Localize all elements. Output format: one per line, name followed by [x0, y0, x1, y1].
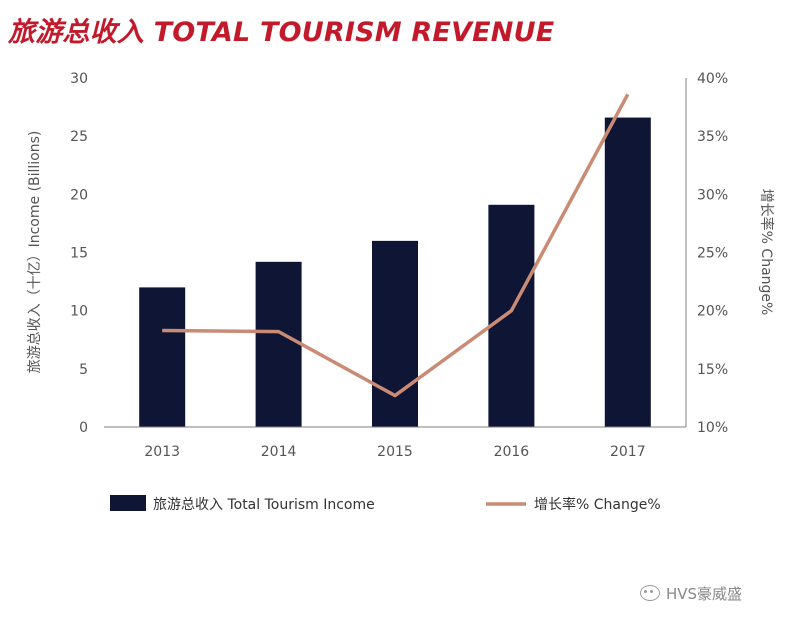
y2-tick-15%: 15% [697, 362, 728, 378]
y2-tick-35%: 35% [697, 129, 728, 145]
watermark: HVS豪威盛 [640, 580, 796, 606]
y2-axis-title: 增长率% Change% [758, 189, 775, 316]
bar-2013 [139, 287, 186, 427]
change-line [162, 93, 630, 398]
x-tick-2017: 2017 [610, 444, 646, 460]
bar-2015 [372, 240, 418, 427]
x-tick-2016: 2016 [494, 444, 530, 460]
y-tick-10: 10 [70, 304, 88, 320]
legend-label-change: 增长率% Change% [534, 496, 661, 513]
y2-tick-40%: 40% [697, 71, 728, 87]
bar-2014 [255, 261, 302, 427]
y-tick-labels: 0 5 10 15 20 25 30 [70, 71, 88, 436]
y2-tick-25%: 25% [697, 246, 728, 262]
y2-tick-30%: 30% [697, 187, 728, 203]
y2-tick-10%: 10% [697, 420, 728, 436]
bar-2016 [488, 204, 535, 427]
bar-group [139, 117, 651, 427]
y2-tick-20%: 20% [697, 304, 728, 320]
legend-label-income: 旅游总收入 Total Tourism Income [153, 497, 375, 513]
legend: 旅游总收入 Total Tourism Income 增长率% Change% [110, 495, 661, 513]
y-tick-20: 20 [70, 187, 88, 203]
x-tick-labels: 2013 2014 2015 2016 2017 [144, 444, 645, 460]
y2-tick-labels: 10% 15% 20% 25% 30% 35% 40% [697, 71, 728, 436]
watermark-text: HVS豪威盛 [666, 584, 743, 603]
y-axis-title: 旅游总收入（十亿）Income (Billions) [27, 131, 43, 374]
y-tick-5: 5 [79, 362, 88, 378]
bar-2017 [604, 117, 651, 427]
chart-title: 旅游总收入 TOTAL TOURISM REVENUE [8, 17, 555, 48]
y-tick-25: 25 [70, 129, 88, 145]
wechat-icon [640, 585, 660, 601]
x-tick-2013: 2013 [144, 444, 180, 460]
x-tick-2014: 2014 [261, 444, 297, 460]
y-tick-30: 30 [70, 71, 88, 87]
legend-swatch-income [110, 495, 146, 511]
y-tick-0: 0 [79, 420, 88, 436]
y-tick-15: 15 [70, 246, 88, 262]
x-tick-2015: 2015 [377, 444, 413, 460]
